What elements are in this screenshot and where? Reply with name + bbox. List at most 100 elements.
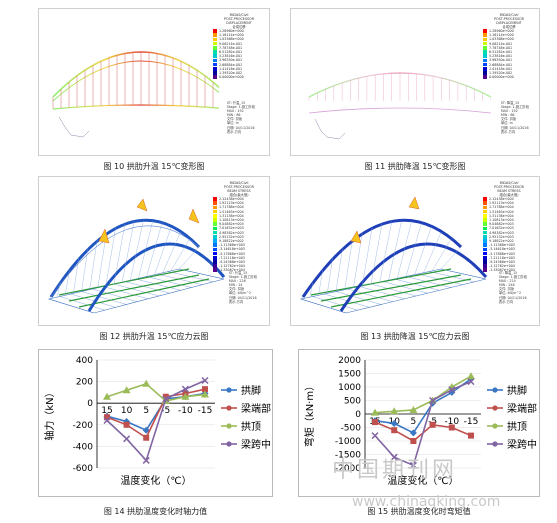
data-point <box>390 419 398 427</box>
scale-row: -9.24368e+003 <box>213 260 265 264</box>
info-line: MAX : 192 <box>226 109 244 114</box>
fig13-legend: MIDAS/Civil POST-PROCESSOR BEAM STRESS 组… <box>483 181 535 321</box>
fig14-caption: 图 14 拱肋温度变化时轴力值 <box>103 507 208 516</box>
info-line: 单位: m <box>500 121 513 126</box>
scale-value: 1.28960e+000 <box>489 29 514 34</box>
legend-label: 梁跨中 <box>507 438 537 451</box>
scale-value: 6.51282e-001 <box>489 50 513 55</box>
scale-row: 1.51463e+004 <box>213 210 265 214</box>
scale-row: 1.10813e+004 <box>213 218 265 222</box>
scale-value: -7.21118e+003 <box>489 255 515 260</box>
scale-row: -9.24368e+003 <box>483 260 535 264</box>
data-point <box>201 376 209 385</box>
scale-row: -3.14618e+003 <box>483 247 535 251</box>
x-tick-label: -10 <box>178 406 193 416</box>
scale-value: 1.41418e-001 <box>219 66 243 71</box>
scale-swatch <box>213 260 217 264</box>
scale-value: -1.11368e+003 <box>489 243 515 248</box>
scale-value: 4.98382e+003 <box>219 230 244 235</box>
data-point <box>201 390 209 398</box>
info-line: ST: 升温_15 <box>228 271 248 275</box>
fig13-panel: MIDAS/Civil POST-PROCESSOR BEAM STRESS 组… <box>290 176 540 326</box>
y-axis-label: 弯矩（kN·m） <box>303 381 316 447</box>
data-point <box>429 396 437 405</box>
scale-swatch <box>213 234 217 239</box>
scale-row: 0.00000e+000 <box>483 75 535 79</box>
scale-row: 3.96350e-001 <box>213 58 265 62</box>
data-point <box>467 372 475 380</box>
scale-value: 1.51463e+004 <box>489 209 514 214</box>
scale-value: 1.39520e-002 <box>219 70 243 75</box>
scale-swatch <box>213 201 217 206</box>
scale-value: 9.18822e+002 <box>489 238 514 243</box>
scale-row: 4.98382e+003 <box>213 231 265 235</box>
info-line: 单位: kN/m^2 <box>228 291 252 296</box>
fig12-info: ST: 升温_15 Stage: 1-施工阶段 MAX : 226 MIN : 24 文… <box>229 271 257 304</box>
scale-swatch <box>213 222 217 227</box>
scale-swatch <box>213 264 217 268</box>
scale-row: 1.10813e+004 <box>483 218 535 222</box>
scale-value: 9.04882e+003 <box>489 222 514 227</box>
scale-value: 0.00000e+000 <box>219 75 244 80</box>
y-tick-label: -2000 <box>335 464 361 474</box>
data-point <box>122 386 131 394</box>
scale-value: -1.12762e+004 <box>489 264 515 269</box>
series-line <box>374 375 472 414</box>
scale-row: 1.71788e+004 <box>483 205 535 209</box>
info-line: MAX : 226 <box>228 279 246 284</box>
scale-swatch <box>213 239 217 243</box>
scale-value: 1.39520e-002 <box>489 70 513 75</box>
scale-row: -7.21118e+003 <box>483 256 535 260</box>
y-tick-label: -200 <box>73 421 94 431</box>
scale-row: -1.33087e+004 <box>483 268 535 272</box>
y-tick-label: 1500 <box>338 370 361 380</box>
scale-value: 1.41418e-001 <box>489 66 513 71</box>
scale-row: 2.12438e+004 <box>483 197 535 201</box>
scale-row: 9.18822e+002 <box>483 239 535 243</box>
fig14-chart-panel: 400 200 0 -200 -400 -600 15 10 5 -5 -10 -15 轴力（kN） 温度… <box>38 349 273 497</box>
scale-value: 9.06214e-001 <box>489 41 513 46</box>
scale-swatch <box>483 255 487 260</box>
legend-header-4: 组合(最大值) <box>499 193 519 197</box>
color-scale: 2.12438e+004 1.92113e+004 1.71788e+004 1.51… <box>213 197 265 272</box>
scale-swatch <box>213 243 217 247</box>
scale-swatch <box>213 54 217 59</box>
data-point <box>181 392 190 400</box>
x-tick-label: 10 <box>121 406 133 416</box>
data-point <box>181 385 189 393</box>
scale-row: 1.71788e+004 <box>213 205 265 209</box>
info-line: 文件: 拱肋 <box>498 287 515 292</box>
scale-row: 1.92113e+004 <box>483 201 535 205</box>
legend-marker <box>492 423 498 429</box>
info-line: MIN : 86 <box>226 113 241 118</box>
series-line <box>374 380 472 467</box>
scale-swatch <box>483 66 487 71</box>
scale-swatch <box>483 226 487 231</box>
scale-row: 6.51282e-001 <box>213 50 265 54</box>
scale-value: 7.78748e-001 <box>219 45 243 50</box>
data-point <box>391 427 398 434</box>
scale-value: 1.16114e+000 <box>219 33 244 38</box>
legend-marker <box>226 387 232 393</box>
scale-row: 9.06214e-001 <box>213 42 265 46</box>
fig14-axial-force-chart: 400 200 0 -200 -400 -600 15 10 5 -5 -10 -15 轴力（kN） 温度… <box>43 356 271 487</box>
scale-value: 1.10813e+004 <box>489 218 514 223</box>
scale-swatch <box>213 255 217 260</box>
scale-swatch <box>483 58 487 63</box>
scale-swatch <box>483 239 487 243</box>
scale-swatch <box>213 209 217 214</box>
info-line: MAX : 224 <box>498 279 516 284</box>
scale-swatch <box>483 197 487 201</box>
scale-swatch <box>483 218 487 222</box>
scale-row: 1.31138e+004 <box>213 214 265 218</box>
fig10-info: ST: 升温_15 Stage: 1-施工阶段 MAX : 192 MIN : 86 文… <box>227 101 255 134</box>
scale-value: 1.03368e+000 <box>489 37 514 42</box>
info-line: 表示-方向 <box>228 299 244 304</box>
legend-label: 梁端部 <box>507 402 537 415</box>
scale-value: -5.17868e+003 <box>489 251 515 256</box>
info-line: ST: 降温_15 <box>498 271 518 275</box>
scale-value: -7.21118e+003 <box>219 255 245 260</box>
info-line: 日期: 04/11/2016 <box>226 125 255 130</box>
y-tick-label: -1500 <box>335 451 361 461</box>
scale-swatch <box>483 75 487 79</box>
